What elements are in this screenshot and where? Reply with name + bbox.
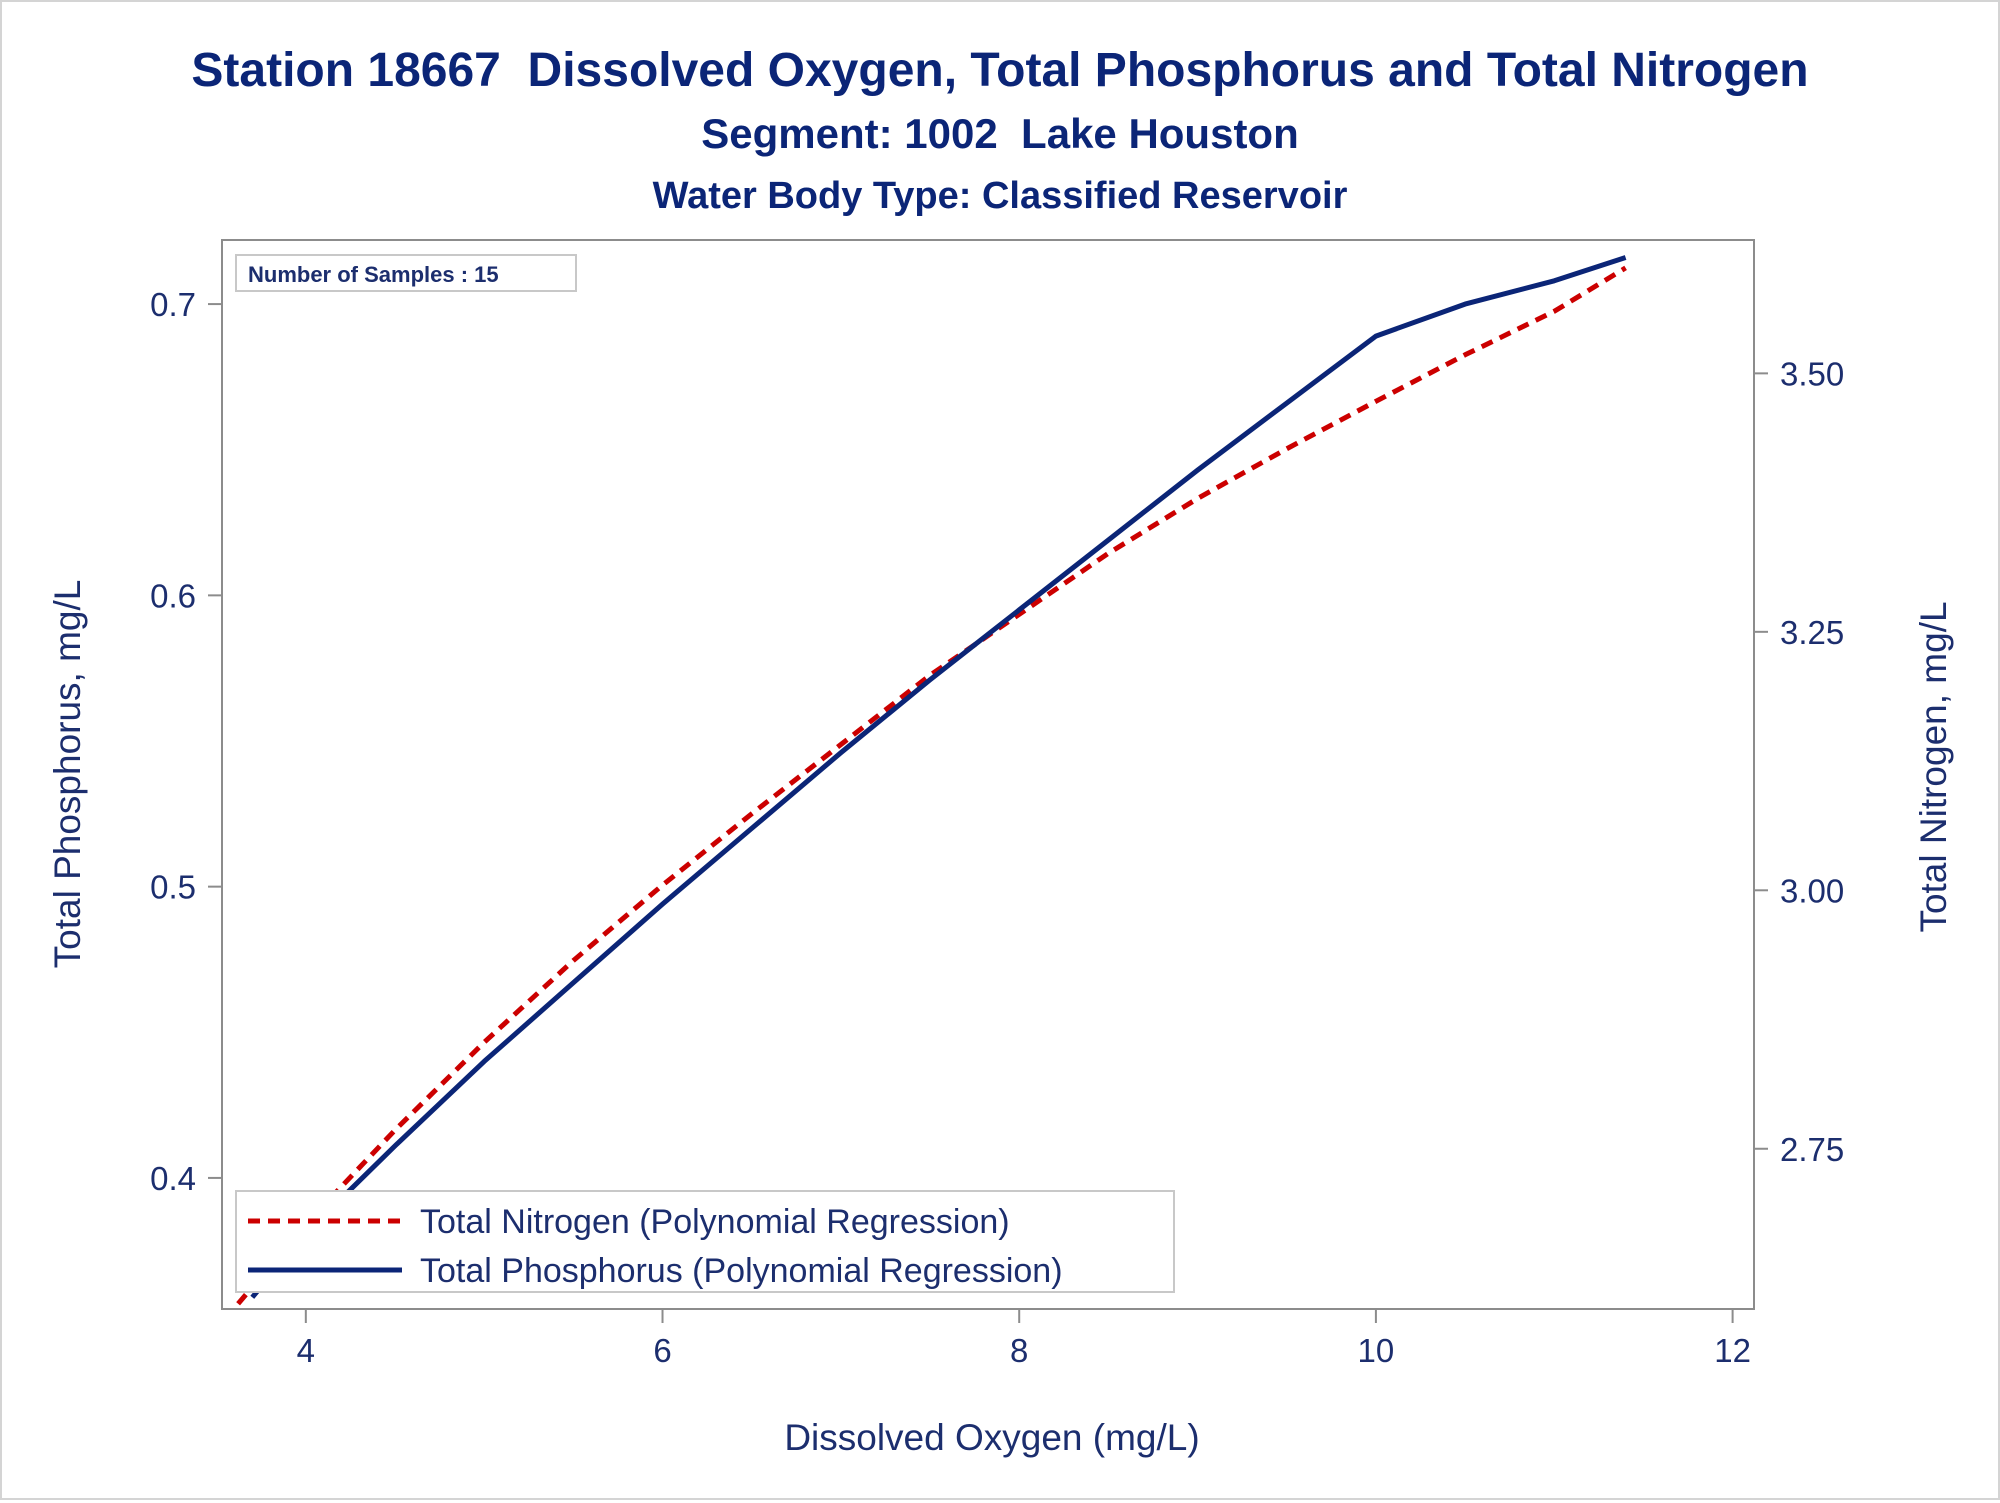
- y-right-tick-label: 3.00: [1780, 872, 1844, 909]
- x-axis: 4 6 8 10 12: [297, 1309, 1751, 1369]
- chart-subtitle-2: Water Body Type: Classified Reservoir: [653, 175, 1348, 217]
- x-tick-label: 6: [653, 1332, 671, 1369]
- y-left-tick-label: 0.6: [150, 577, 196, 614]
- legend: Total Nitrogen (Polynomial Regression) T…: [235, 1190, 1175, 1293]
- x-tick-label: 8: [1010, 1332, 1028, 1369]
- series-line-nitrogen: [236, 265, 1627, 1306]
- chart-subtitle: Segment: 1002 Lake Houston: [701, 110, 1299, 157]
- x-tick-label: 12: [1714, 1332, 1751, 1369]
- y-axis-left: 0.4 0.5 0.6 0.7: [150, 286, 222, 1197]
- chart-title: Station 18667 Dissolved Oxygen, Total Ph…: [191, 44, 1808, 97]
- sample-count-inset: Number of Samples : 15: [235, 254, 577, 292]
- y-left-tick-label: 0.4: [150, 1160, 196, 1197]
- series-line-phosphorus: [250, 255, 1627, 1299]
- sample-count-label: Number of Samples : 15: [248, 262, 499, 287]
- plot-area: [221, 239, 1755, 1310]
- legend-box: [235, 1190, 1175, 1293]
- y-axis-right-label: Total Nitrogen, mg/L: [1913, 601, 1954, 932]
- y-right-tick-label: 3.50: [1780, 355, 1844, 392]
- y-left-tick-label: 0.7: [150, 286, 196, 323]
- series-group: [236, 255, 1627, 1306]
- x-tick-label: 4: [297, 1332, 315, 1369]
- legend-label-nitrogen: Total Nitrogen (Polynomial Regression): [420, 1203, 1010, 1241]
- sample-count-box: [235, 254, 577, 292]
- y-axis-left-label: Total Phosphorus, mg/L: [47, 580, 88, 969]
- x-axis-label: Dissolved Oxygen (mg/L): [784, 1417, 1199, 1458]
- y-right-tick-label: 3.25: [1780, 614, 1844, 651]
- y-axis-right: 2.75 3.00 3.25 3.50: [1754, 355, 1844, 1168]
- y-left-tick-label: 0.5: [150, 869, 196, 906]
- x-tick-label: 10: [1358, 1332, 1395, 1369]
- legend-label-phosphorus: Total Phosphorus (Polynomial Regression): [420, 1252, 1063, 1290]
- y-right-tick-label: 2.75: [1780, 1131, 1844, 1168]
